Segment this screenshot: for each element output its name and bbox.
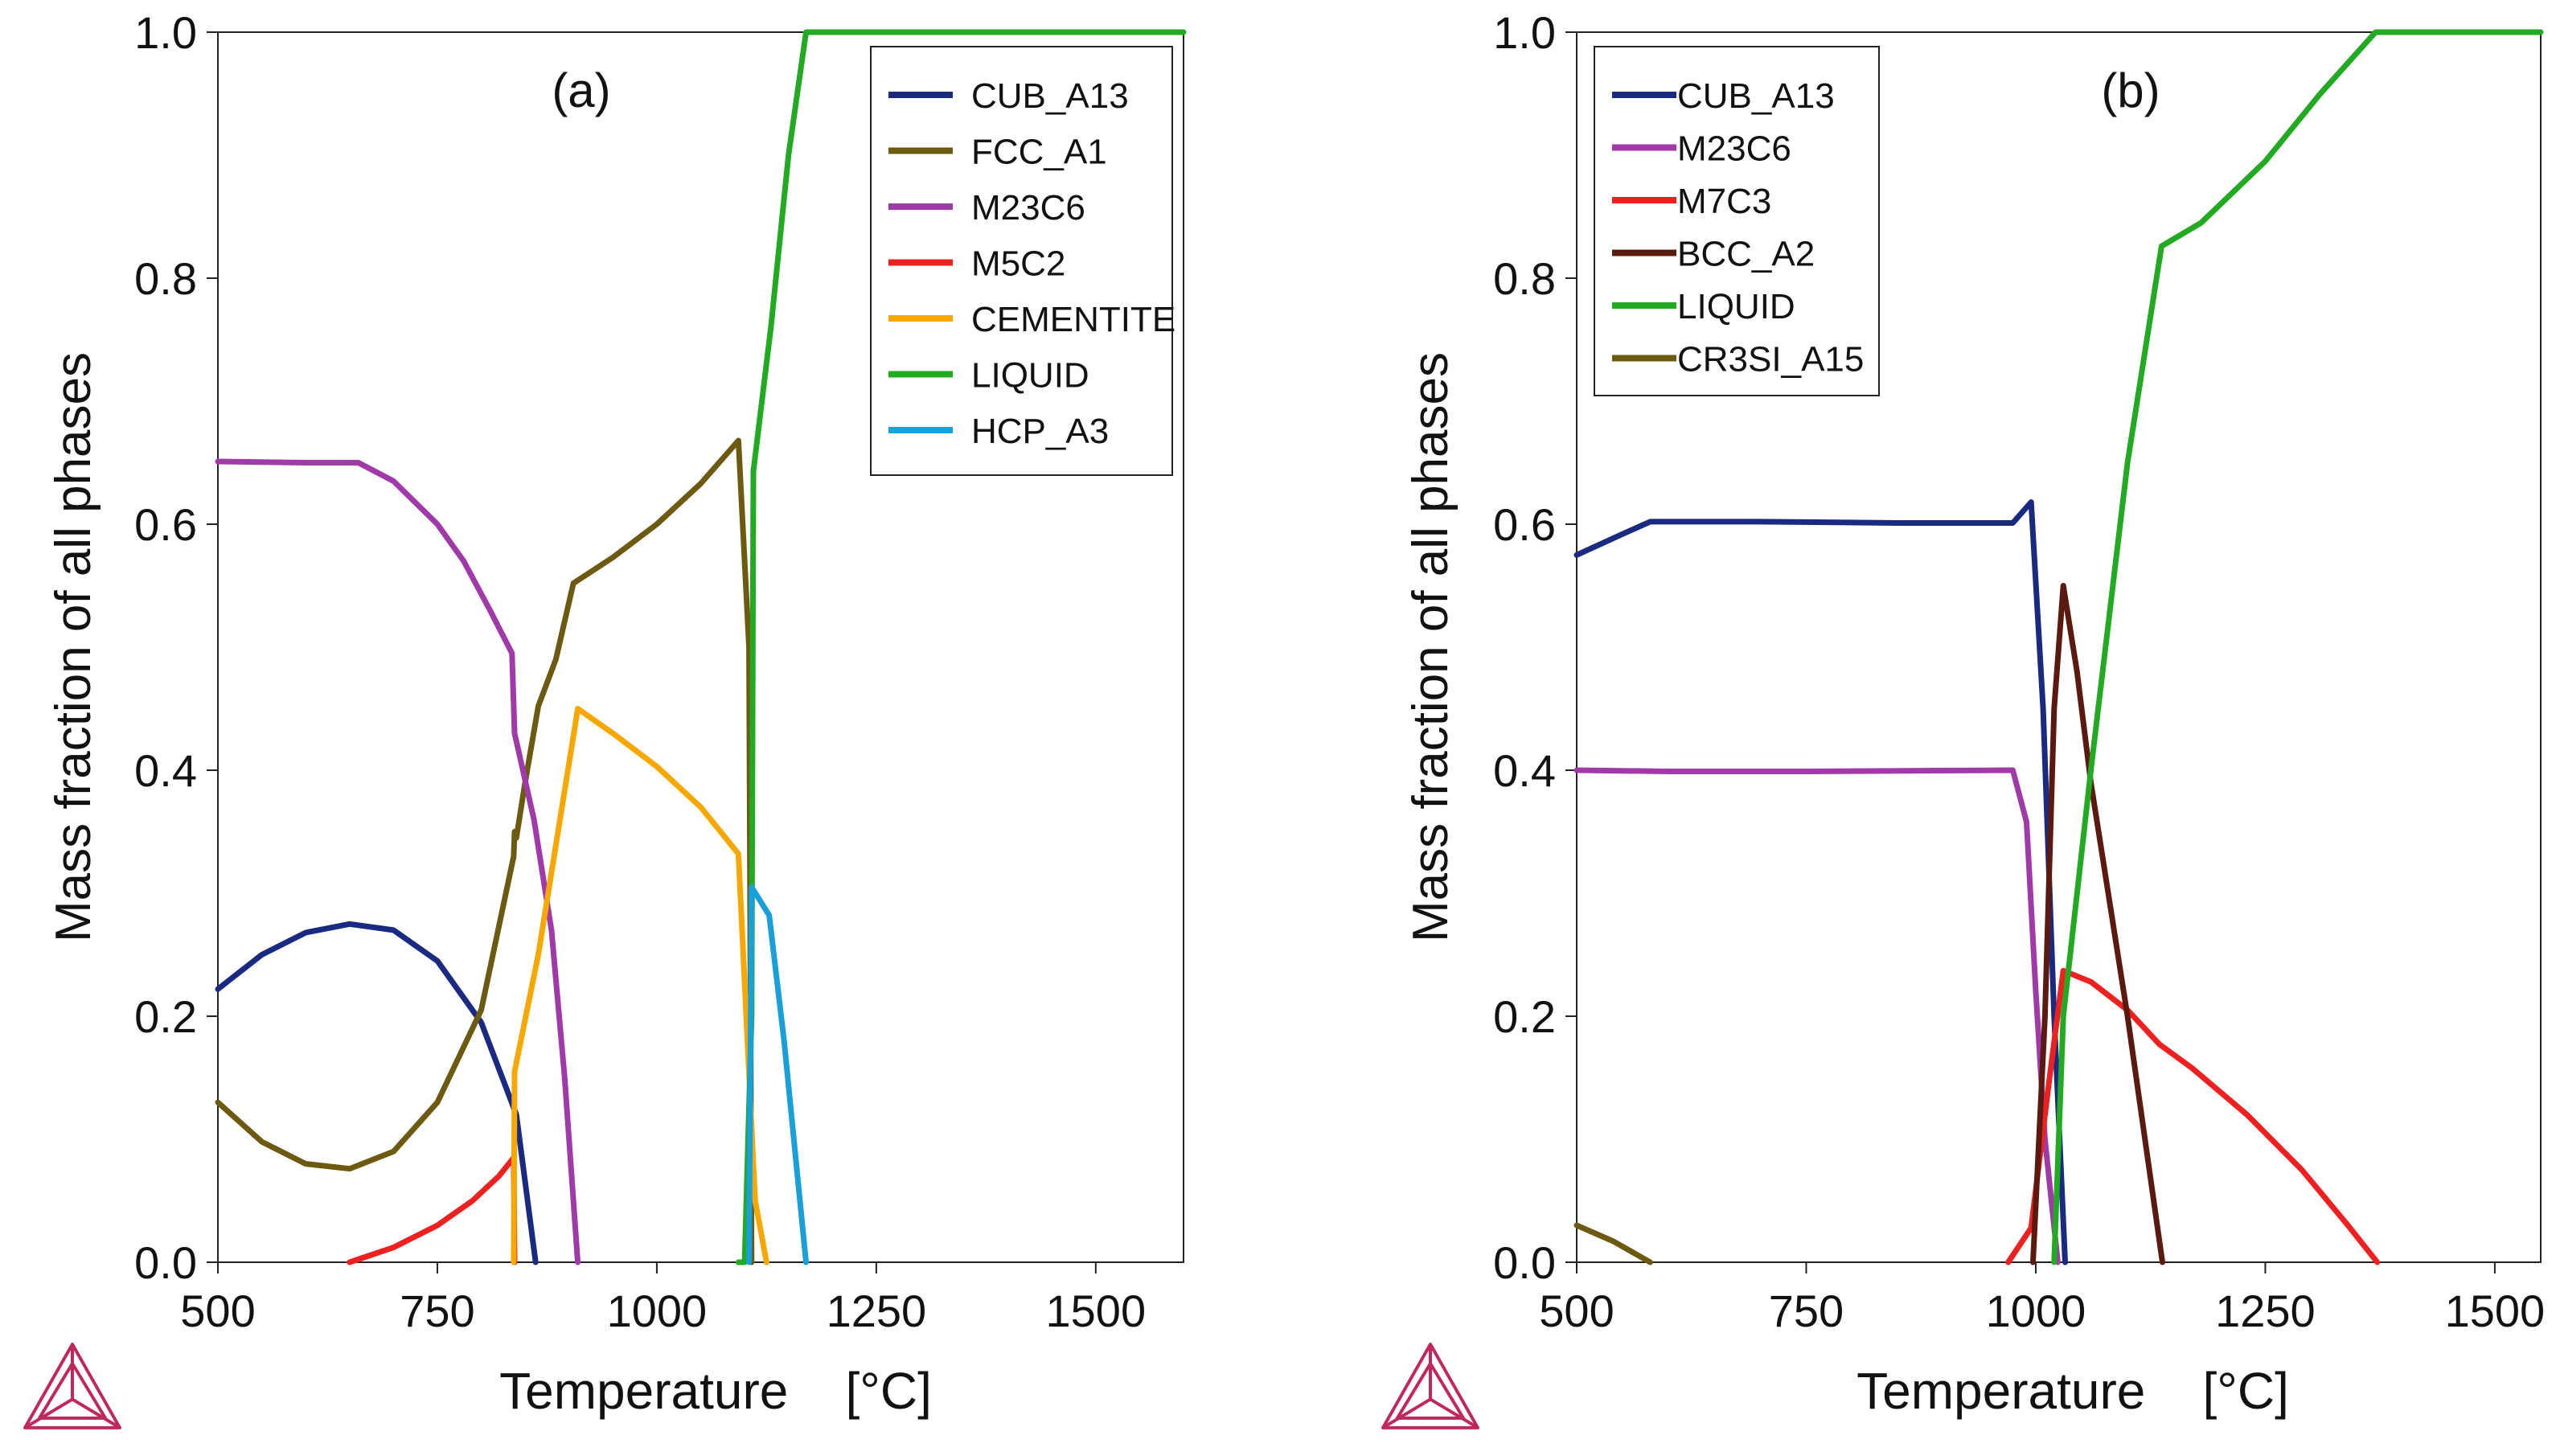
legend: CUB_A13 FCC_A1 M23C6 M5C2 CEMENTITE LIQUID HCP… — [870, 46, 1175, 476]
x-tick-label: 1000 — [1986, 1286, 2086, 1336]
series-line-liquid — [735, 29, 1187, 1265]
logo-inner-triangle — [1396, 1362, 1465, 1420]
series-line-cub-a13 — [215, 921, 539, 1265]
x-tick-label: 750 — [1769, 1286, 1844, 1336]
y-axis-label: Mass fraction of all phases — [1403, 352, 1459, 942]
series-line-m23c6 — [215, 458, 581, 1265]
thermo-calc-logo-icon — [1381, 1343, 1479, 1429]
series-line-bcc-a2 — [2030, 583, 2165, 1265]
y-tick-label: 0.2 — [134, 991, 197, 1042]
series-line-cementite — [511, 706, 769, 1265]
legend-label: M23C6 — [971, 188, 1085, 228]
x-tick-label: 1500 — [2445, 1286, 2546, 1336]
legend-label: CUB_A13 — [971, 76, 1129, 116]
x-tick-label: 1250 — [2215, 1286, 2316, 1336]
series-line-m5c2 — [347, 1155, 518, 1265]
legend-label: M5C2 — [971, 244, 1065, 284]
series-line-liquid — [2051, 29, 2544, 1265]
logo-spoke — [1381, 1397, 1432, 1429]
series-line-cr3si-a15 — [1573, 1222, 1653, 1265]
logo-spoke — [1429, 1397, 1479, 1429]
series-line-m23c6 — [1573, 767, 2061, 1265]
y-tick-label: 0.4 — [1493, 745, 1556, 796]
x-tick-label: 1250 — [827, 1286, 927, 1336]
legend-label: LIQUID — [1677, 287, 1795, 326]
series-line-hcp-a3 — [746, 884, 809, 1265]
y-tick-label: 0.4 — [134, 745, 197, 796]
x-tick-label: 1500 — [1046, 1286, 1147, 1336]
legend-label: BCC_A2 — [1677, 235, 1815, 274]
logo-outer-triangle — [23, 1343, 121, 1429]
legend-label: HCP_A3 — [971, 412, 1109, 451]
logo-spoke — [23, 1397, 74, 1429]
series-line-cub-a13 — [1573, 499, 2068, 1265]
legend-label: M23C6 — [1677, 129, 1791, 169]
legend: CUB_A13 M23C6 M7C3 BCC_A2 LIQUID CR3SI_A15 — [1594, 46, 1880, 396]
x-tick-label: 750 — [400, 1286, 474, 1336]
y-tick-label: 0.6 — [1493, 499, 1556, 550]
y-tick-label: 0.0 — [134, 1237, 197, 1288]
x-axis-label: Temperature [°C] — [499, 1362, 932, 1420]
series-line-fcc-a1 — [215, 437, 755, 1265]
legend-label: CEMENTITE — [971, 300, 1175, 339]
plot-frame — [217, 31, 1184, 1263]
logo-outer-triangle — [1381, 1343, 1479, 1429]
chart-panel-a: 500 750 1000 1250 1500 0.0 0.2 0.4 0.6 0.8 1.0 Temp… — [23, 7, 1187, 1429]
legend-label: FCC_A1 — [971, 133, 1107, 172]
y-tick-label: 1.0 — [134, 7, 197, 58]
legend-label: CR3SI_A15 — [1677, 340, 1864, 379]
series-line-m7c3 — [2005, 967, 2381, 1265]
panel-label: (a) — [552, 64, 610, 117]
x-axis-label: Temperature [°C] — [1856, 1362, 2289, 1420]
y-tick-label: 0.6 — [134, 499, 197, 550]
x-tick-label: 500 — [1539, 1286, 1614, 1336]
y-tick-label: 0.0 — [1493, 1237, 1556, 1288]
legend-label: M7C3 — [1677, 182, 1771, 221]
legend-label: CUB_A13 — [1677, 76, 1835, 116]
x-tick-label: 500 — [180, 1286, 255, 1336]
y-tick-label: 1.0 — [1493, 7, 1556, 58]
y-tick-label: 0.8 — [1493, 253, 1556, 304]
chart-panel-b: 500 750 1000 1250 1500 0.0 0.2 0.4 0.6 0.8 1.0 Temp… — [1381, 7, 2546, 1429]
x-tick-label: 1000 — [607, 1286, 708, 1336]
logo-inner-triangle — [38, 1362, 107, 1420]
logo-spoke — [71, 1397, 121, 1429]
y-tick-label: 0.8 — [134, 253, 197, 304]
legend-label: LIQUID — [971, 356, 1089, 396]
y-tick-label: 0.2 — [1493, 991, 1556, 1042]
legend-box — [1594, 46, 1880, 396]
panel-label: (b) — [2101, 64, 2160, 117]
thermo-calc-logo-icon — [23, 1343, 121, 1429]
y-axis-label: Mass fraction of all phases — [46, 352, 101, 942]
